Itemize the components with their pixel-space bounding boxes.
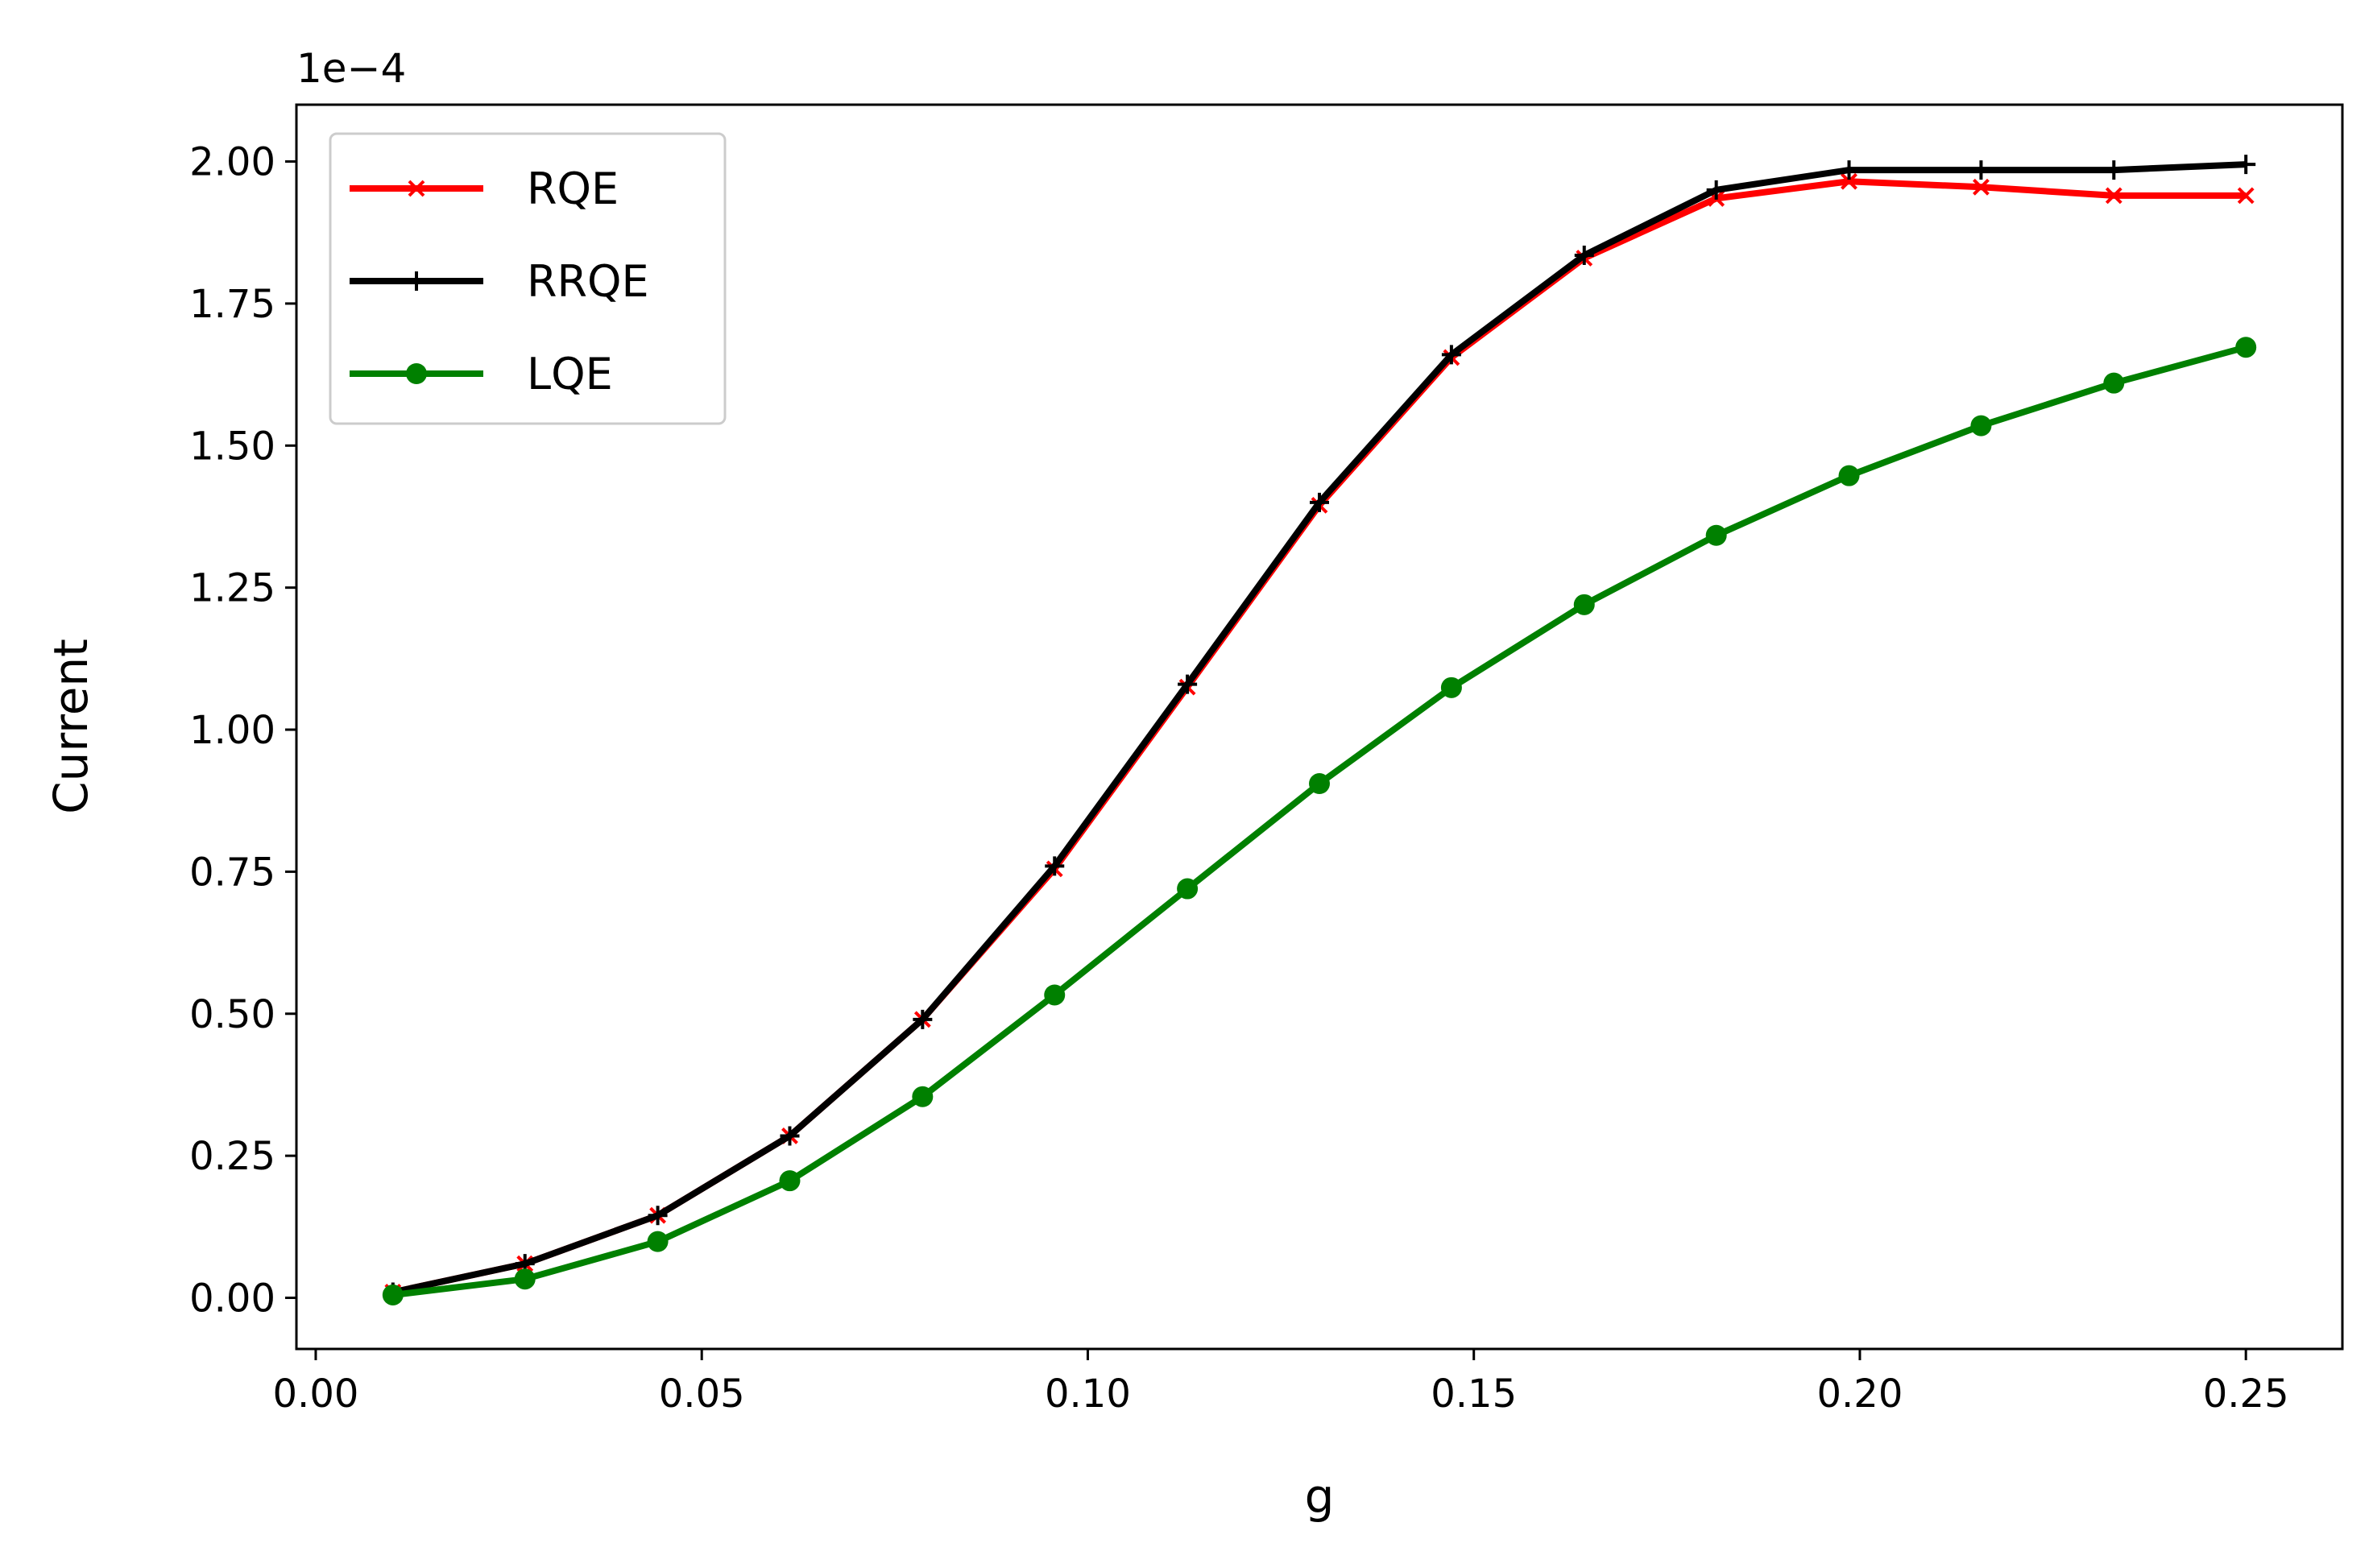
- data-point-rrqe: [2236, 155, 2256, 175]
- y-axis: 0.00 0.25 0.50 0.75 1.00 1.25 1.50 1.75 2.00: [189, 140, 296, 1322]
- data-point-rrqe: [2104, 160, 2124, 180]
- y-tick-label: 1.00: [189, 708, 275, 753]
- series-lqe: [382, 337, 2257, 1305]
- x-axis-label: g: [1305, 1469, 1335, 1524]
- data-point-rqe: [2237, 187, 2255, 205]
- y-tick-label: 0.00: [189, 1276, 275, 1322]
- data-point-lqe: [2103, 372, 2125, 394]
- legend-item-rrqe: RRQE: [350, 256, 649, 307]
- x-tick-label: 0.10: [1045, 1371, 1131, 1417]
- legend-marker-lqe: [406, 363, 427, 384]
- data-point-rrqe: [1045, 856, 1065, 876]
- legend-marker-rqe: [408, 180, 425, 197]
- data-point-rrqe: [1839, 160, 1859, 180]
- data-point-rrqe: [1706, 180, 1726, 200]
- legend-item-rqe: RQE: [350, 163, 619, 214]
- data-point-lqe: [514, 1268, 536, 1290]
- data-point-lqe: [1838, 465, 1860, 486]
- data-point-lqe: [779, 1170, 801, 1192]
- data-point-lqe: [912, 1086, 934, 1107]
- series-rrqe: [383, 155, 2256, 1302]
- data-point-lqe: [647, 1231, 669, 1252]
- y-tick-label: 2.00: [189, 140, 275, 185]
- data-point-rrqe: [780, 1126, 800, 1146]
- data-point-lqe: [1440, 676, 1462, 698]
- y-tick-label: 0.50: [189, 992, 275, 1037]
- x-axis: 0.00 0.05 0.10 0.15 0.20 0.25: [273, 1349, 2289, 1417]
- x-tick-label: 0.00: [273, 1371, 359, 1417]
- legend-frame: [329, 132, 727, 425]
- y-tick-label: 0.75: [189, 850, 275, 895]
- x-tick-label: 0.15: [1431, 1371, 1517, 1417]
- legend-marker-rrqe: [407, 271, 426, 291]
- data-point-rrqe: [1178, 674, 1198, 694]
- data-point-rrqe: [1574, 245, 1594, 265]
- data-point-rqe: [1973, 178, 1990, 196]
- data-point-lqe: [1705, 524, 1727, 546]
- y-tick-label: 1.50: [189, 424, 275, 469]
- data-point-rrqe: [1971, 160, 1991, 180]
- legend-label-rrqe: RRQE: [527, 256, 649, 307]
- y-tick-label: 0.25: [189, 1134, 275, 1179]
- x-tick-label: 0.20: [1817, 1371, 1903, 1417]
- data-point-rrqe: [1310, 492, 1329, 512]
- data-point-rqe: [1841, 172, 1857, 190]
- x-tick-label: 0.25: [2203, 1371, 2289, 1417]
- data-point-rrqe: [648, 1206, 668, 1226]
- data-point-lqe: [1309, 773, 1330, 795]
- y-offset-label: 1e−4: [296, 45, 406, 92]
- plot-series: [382, 155, 2257, 1305]
- y-tick-label: 1.75: [189, 282, 275, 327]
- legend-label-lqe: LQE: [527, 349, 613, 399]
- plot-frame: [295, 103, 2344, 1351]
- data-point-lqe: [1573, 594, 1595, 615]
- data-point-rrqe: [1441, 345, 1461, 365]
- data-point-lqe: [1970, 415, 1992, 436]
- data-point-rqe: [2105, 187, 2122, 205]
- legend-item-lqe: LQE: [350, 349, 613, 399]
- data-point-lqe: [2235, 337, 2257, 358]
- x-tick-label: 0.05: [659, 1371, 745, 1417]
- y-tick-label: 1.25: [189, 566, 275, 611]
- data-point-lqe: [1044, 984, 1066, 1006]
- data-point-lqe: [1177, 878, 1199, 900]
- y-axis-label: Current: [43, 639, 98, 814]
- data-point-rrqe: [913, 1009, 933, 1029]
- legend-label-rqe: RQE: [527, 163, 619, 214]
- data-point-lqe: [382, 1284, 404, 1305]
- legend: RQE RRQE LQE: [329, 132, 727, 425]
